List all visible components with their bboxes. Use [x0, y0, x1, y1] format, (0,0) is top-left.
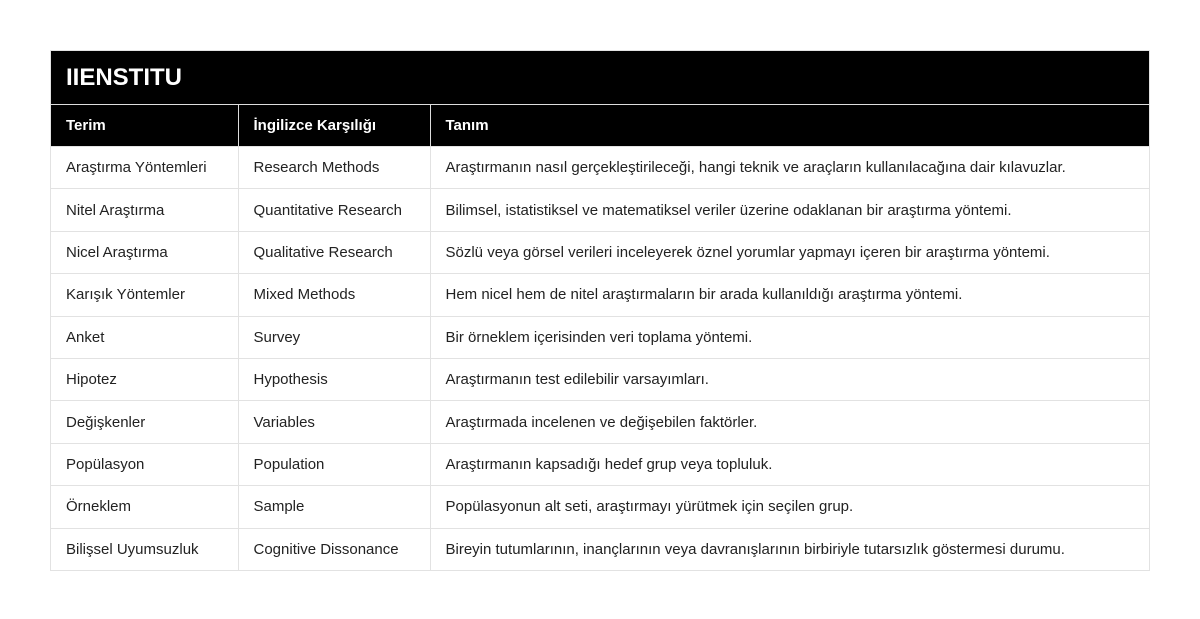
cell-term: Hipotez	[51, 357, 239, 401]
cell-definition: Araştırmanın kapsadığı hedef grup veya t…	[430, 442, 1149, 486]
cell-english: Population	[238, 442, 431, 486]
header-definition: Tanım	[430, 105, 1149, 147]
table-row: Nitel Araştırma Quantitative Research Bili…	[51, 188, 1149, 232]
cell-definition: Bilimsel, istatistiksel ve matematiksel …	[430, 188, 1149, 232]
cell-term: Örneklem	[51, 485, 239, 529]
cell-term: Anket	[51, 315, 239, 359]
cell-term: Popülasyon	[51, 442, 239, 486]
table-row: Araştırma Yöntemleri Research Methods Araş…	[51, 145, 1149, 189]
cell-english: Mixed Methods	[238, 273, 431, 317]
glossary-table: Terim İngilizce Karşılığı Tanım Araştırm…	[51, 105, 1149, 570]
cell-definition: Araştırmada incelenen ve değişebilen fak…	[430, 400, 1149, 444]
table-row: Karışık Yöntemler Mixed Methods Hem nicel …	[51, 273, 1149, 317]
cell-definition: Hem nicel hem de nitel araştırmaların bi…	[430, 273, 1149, 317]
cell-term: Araştırma Yöntemleri	[51, 145, 239, 189]
table-row: Hipotez Hypothesis Araştırmanın test edile…	[51, 357, 1149, 401]
cell-english: Hypothesis	[238, 357, 431, 401]
table-row: Nicel Araştırma Qualitative Research Sözlü…	[51, 230, 1149, 274]
cell-english: Quantitative Research	[238, 188, 431, 232]
cell-term: Nicel Araştırma	[51, 230, 239, 274]
cell-term: Değişkenler	[51, 400, 239, 444]
table-row: Bilişsel Uyumsuzluk Cognitive Dissonance B…	[51, 527, 1149, 570]
table-row: Popülasyon Population Araştırmanın kapsadı…	[51, 442, 1149, 486]
cell-english: Variables	[238, 400, 431, 444]
cell-definition: Araştırmanın nasıl gerçekleştirileceği, …	[430, 145, 1149, 189]
cell-english: Survey	[238, 315, 431, 359]
header-row: Terim İngilizce Karşılığı Tanım	[51, 105, 1149, 147]
table-title: IIENSTITU	[51, 51, 1149, 105]
cell-definition: Sözlü veya görsel verileri inceleyerek ö…	[430, 230, 1149, 274]
header-english: İngilizce Karşılığı	[238, 105, 431, 147]
table-row: Örneklem Sample Popülasyonun alt seti, ara…	[51, 485, 1149, 529]
cell-definition: Bir örneklem içerisinden veri toplama yö…	[430, 315, 1149, 359]
cell-term: Karışık Yöntemler	[51, 273, 239, 317]
cell-term: Nitel Araştırma	[51, 188, 239, 232]
cell-english: Qualitative Research	[238, 230, 431, 274]
cell-english: Cognitive Dissonance	[238, 527, 431, 570]
cell-english: Sample	[238, 485, 431, 529]
table-row: Anket Survey Bir örneklem içerisinden veri…	[51, 315, 1149, 359]
header-term: Terim	[51, 105, 239, 147]
glossary-table-container: IIENSTITU Terim İngilizce Karşılığı Tanı…	[50, 50, 1150, 571]
cell-term: Bilişsel Uyumsuzluk	[51, 527, 239, 570]
table-row: Değişkenler Variables Araştırmada incelene…	[51, 400, 1149, 444]
cell-english: Research Methods	[238, 145, 431, 189]
cell-definition: Bireyin tutumlarının, inançlarının veya …	[430, 527, 1149, 570]
cell-definition: Popülasyonun alt seti, araştırmayı yürüt…	[430, 485, 1149, 529]
cell-definition: Araştırmanın test edilebilir varsayımlar…	[430, 357, 1149, 401]
